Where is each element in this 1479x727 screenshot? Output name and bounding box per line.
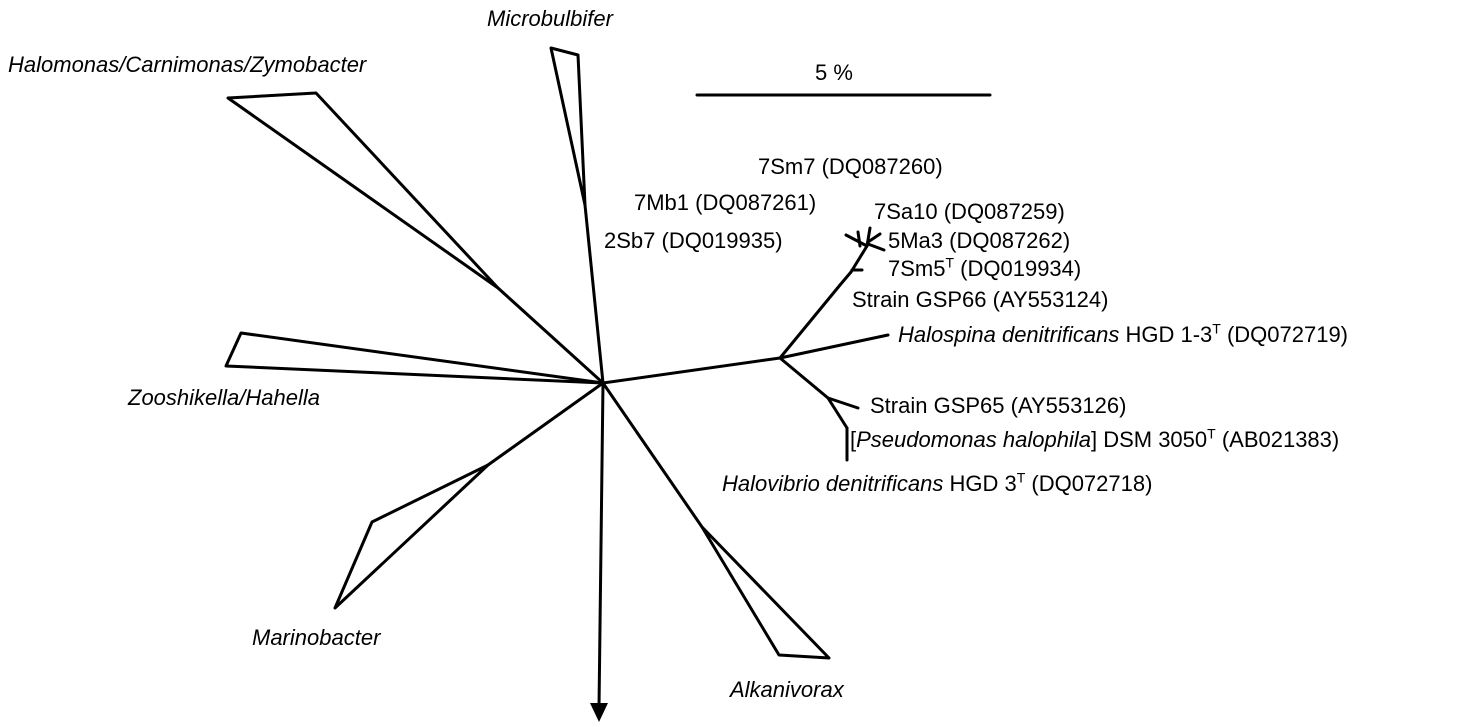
halovibrio-species: Halovibrio denitrificans <box>722 471 944 496</box>
marinobacter-wedge <box>333 463 490 610</box>
leaf-label-gsp65: Strain GSP65 (AY553126) <box>870 393 1127 418</box>
outgroup-arrow-head <box>590 703 608 722</box>
pseudomonas-strain: ] DSM 3050 <box>1090 427 1208 452</box>
upper-cluster-branch <box>778 283 842 360</box>
halomonas-label: Halomonas/Carnimonas/Zymobacter <box>8 52 367 77</box>
microbulbifer-label: Microbulbifer <box>487 6 613 31</box>
gsp65-branch <box>826 396 860 410</box>
scale-bar-label: 5 % <box>815 60 853 85</box>
sa10-branch <box>866 232 882 244</box>
mb1-branch <box>856 230 862 248</box>
lower-stem <box>826 396 849 430</box>
halovibrio-accession: (DQ072718) <box>1025 471 1153 496</box>
zooshikella-label: Zooshikella/Hahella <box>128 385 320 410</box>
leaf-label-halospina: Halospina denitrificans HGD 1-3T (DQ0727… <box>898 320 1349 347</box>
sb7-branch <box>844 233 869 248</box>
marinobacter-branch <box>486 381 605 467</box>
leaf-label-7mb1: 7Mb1 (DQ087261) <box>634 190 817 215</box>
lower-cluster-branch <box>778 356 830 400</box>
halovibrio-type-mark: T <box>1016 469 1026 486</box>
leaf-7sm5-type-mark: T <box>945 254 955 271</box>
gsp66-branch <box>838 270 853 287</box>
leaf-label-gsp66: Strain GSP66 (AY553124) <box>852 287 1109 312</box>
halovibrio-strain: HGD 3 <box>943 471 1017 496</box>
pseudomonas-type-mark: T <box>1207 425 1216 442</box>
halospina-species: Halospina denitrificans <box>898 322 1120 347</box>
outgroup-arrow-line <box>597 381 605 710</box>
marinobacter-label: Marinobacter <box>252 625 381 650</box>
ingroup-stem <box>601 356 782 385</box>
leaf-7sm5-accession: (DQ019934) <box>954 256 1082 281</box>
alkanivorax-label: Alkanivorax <box>730 677 844 702</box>
leaf-7sm5-name: 7Sm5 <box>888 256 946 281</box>
upper-stem <box>849 244 869 274</box>
microbulbifer-wedge <box>549 46 587 207</box>
halospina-branch <box>778 333 890 360</box>
halospina-accession: (DQ072719) <box>1220 322 1349 347</box>
halospina-type-mark: T <box>1212 320 1221 337</box>
zooshikella-wedge <box>224 331 605 385</box>
leaf-label-pseudomonas: [Pseudomonas halophila] DSM 3050T (AB021… <box>850 425 1340 452</box>
pseudomonas-species: Pseudomonas halophila <box>856 427 1091 452</box>
leaf-label-7sm5: 7Sm5T (DQ019934) <box>888 254 1082 281</box>
leaf-label-7sm7: 7Sm7 (DQ087260) <box>758 154 943 179</box>
microbulbifer-branch <box>583 203 605 385</box>
halomonas-wedge <box>226 91 500 290</box>
ma3-branch <box>866 242 886 252</box>
leaf-label-halovibrio: Halovibrio denitrificans HGD 3T (DQ07271… <box>722 469 1153 496</box>
pseudomonas-accession: (AB021383) <box>1215 427 1340 452</box>
leaf-label-5ma3: 5Ma3 (DQ087262) <box>888 228 1071 253</box>
halospina-strain: HGD 1-3 <box>1119 322 1213 347</box>
halomonas-branch <box>496 286 605 385</box>
leaf-label-7sa10: 7Sa10 (DQ087259) <box>874 199 1065 224</box>
pseudomonas-open-bracket: [ <box>850 427 857 452</box>
alkanivorax-branch <box>601 381 704 529</box>
alkanivorax-wedge <box>700 525 831 660</box>
leaf-label-2sb7: 2Sb7 (DQ019935) <box>604 228 783 253</box>
